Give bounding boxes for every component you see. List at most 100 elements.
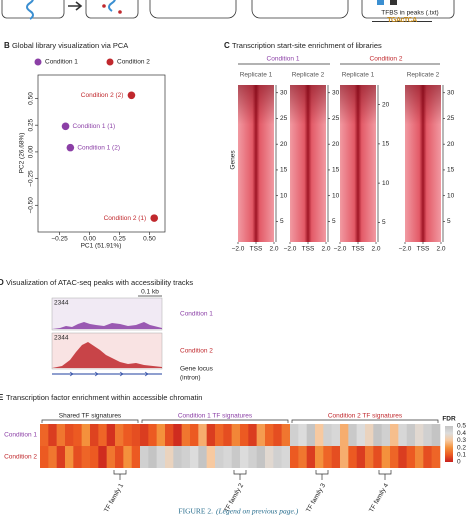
heat-cell bbox=[165, 424, 174, 446]
scatter-point bbox=[61, 122, 70, 131]
y-tick-label: 0.00 bbox=[28, 145, 35, 158]
family-bracket bbox=[378, 470, 392, 480]
gene-arrow bbox=[144, 371, 149, 377]
track-label: Condition 1 bbox=[180, 311, 213, 318]
heat-cell bbox=[406, 424, 416, 446]
heat-cell bbox=[315, 446, 324, 468]
legend-label: Condition 1 bbox=[45, 59, 78, 66]
heat-cell bbox=[181, 424, 191, 446]
x-tick-label: −2.0 bbox=[399, 246, 412, 253]
point-label: Condition 2 (2) bbox=[81, 92, 124, 99]
heat-cell bbox=[140, 446, 149, 468]
colorbar-label: 0 bbox=[457, 459, 461, 466]
heat-cell bbox=[190, 424, 199, 446]
row-label: Condition 2 bbox=[4, 454, 37, 461]
heat-cell bbox=[148, 424, 157, 446]
heat-cell bbox=[340, 446, 349, 468]
heat-cell bbox=[415, 446, 424, 468]
family-label: TF family 4 bbox=[368, 482, 390, 514]
y-tick-label: 20 bbox=[447, 141, 455, 148]
heat-cell bbox=[373, 424, 382, 446]
heat-cell bbox=[81, 446, 91, 468]
plot-frame bbox=[37, 74, 166, 233]
y-tick-label: 10 bbox=[447, 192, 455, 199]
heat-cell bbox=[81, 424, 91, 446]
heat-cell bbox=[290, 424, 299, 446]
heat-cell bbox=[256, 446, 266, 468]
y-tick-label: 15 bbox=[280, 167, 288, 174]
heat-cell bbox=[248, 424, 257, 446]
x-tick-label: −2.0 bbox=[232, 246, 245, 253]
heat-cell bbox=[173, 424, 182, 446]
heat-cell bbox=[215, 446, 224, 468]
panels: B Global library visualization via PCA −0.… bbox=[0, 41, 466, 516]
heat-cell bbox=[356, 446, 366, 468]
heat-cell bbox=[156, 424, 166, 446]
condition-label: Condition 1 bbox=[267, 56, 300, 63]
heat-cell bbox=[115, 424, 124, 446]
panel-title: Global library visualization via PCA bbox=[12, 41, 128, 50]
heat-cell bbox=[306, 424, 316, 446]
y-tick-label: 20 bbox=[332, 141, 340, 148]
scale-label: 0.1 kb bbox=[141, 289, 159, 296]
heatmap-shade bbox=[238, 85, 274, 242]
family-label: TF family 3 bbox=[305, 482, 327, 514]
heat-cell bbox=[98, 446, 107, 468]
caption-label: FIGURE 2. bbox=[178, 507, 213, 516]
x-tick-label: 0.25 bbox=[113, 236, 126, 243]
group-bracket bbox=[41, 419, 139, 423]
heat-cell bbox=[148, 446, 157, 468]
colorbar-label: 0.5 bbox=[457, 423, 466, 430]
heat-cell bbox=[73, 424, 82, 446]
heat-cell bbox=[206, 424, 216, 446]
heat-cell bbox=[365, 424, 374, 446]
y-tick-label: 0.25 bbox=[28, 118, 35, 131]
heat-cell bbox=[40, 424, 49, 446]
heat-cell bbox=[123, 446, 132, 468]
x-tick-label: TSS bbox=[250, 246, 263, 253]
heat-cell bbox=[131, 424, 141, 446]
x-tick-label: TSS bbox=[302, 246, 315, 253]
heat-cell bbox=[248, 446, 257, 468]
y-axis-label: PC2 (26.68%) bbox=[19, 133, 26, 174]
heat-cell bbox=[423, 446, 432, 468]
heat-cell bbox=[240, 424, 249, 446]
heat-cell bbox=[273, 424, 282, 446]
heat-cell bbox=[65, 446, 74, 468]
heat-cell bbox=[398, 446, 407, 468]
y-tick-label: −0.50 bbox=[28, 197, 35, 214]
heat-cell bbox=[223, 446, 232, 468]
y-tick-label: 10 bbox=[382, 180, 390, 187]
panel-title: Visualization of ATAC-seq peaks with acc… bbox=[6, 278, 193, 287]
x-tick-label: −2.0 bbox=[284, 246, 297, 253]
y-tick-label: 5 bbox=[332, 218, 336, 225]
scatter-point bbox=[150, 214, 159, 222]
y-tick-label: 20 bbox=[280, 141, 288, 148]
heatmap-label: Replicate 2 bbox=[407, 72, 440, 79]
panel-title: Transcription factor enrichment within a… bbox=[6, 393, 202, 402]
legend-marker bbox=[106, 58, 114, 66]
scatter-point bbox=[66, 143, 75, 152]
heatmap-label: Replicate 1 bbox=[240, 72, 273, 79]
colorbar-label: 0.3 bbox=[457, 437, 466, 444]
family-bracket bbox=[233, 470, 247, 480]
panel-letter: C bbox=[224, 41, 230, 50]
y-tick-label: 5 bbox=[382, 219, 386, 226]
heat-cell bbox=[231, 446, 241, 468]
heat-cell bbox=[423, 424, 432, 446]
track-signal bbox=[52, 342, 162, 368]
y-tick-label: 5 bbox=[447, 218, 451, 225]
x-tick-label: 2.0 bbox=[436, 246, 445, 253]
heat-cell bbox=[40, 446, 49, 468]
heat-cell bbox=[231, 424, 241, 446]
heat-cell bbox=[381, 446, 391, 468]
heat-cell bbox=[240, 446, 249, 468]
track-signal bbox=[52, 322, 162, 329]
heat-cell bbox=[281, 446, 291, 468]
group-label: Condition 1 TF signatures bbox=[178, 413, 253, 420]
y-tick-label: 25 bbox=[447, 115, 455, 122]
heat-cell bbox=[348, 446, 357, 468]
heatmap-shade bbox=[290, 85, 326, 242]
